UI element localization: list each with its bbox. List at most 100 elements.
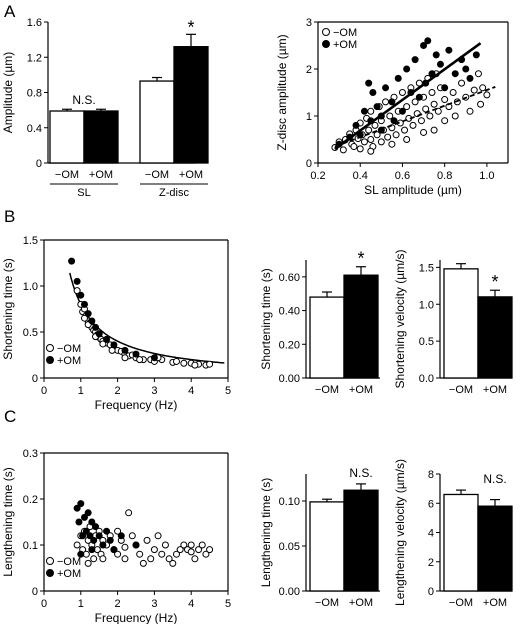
y-axis-label: Amplitude (µm) <box>1 52 15 134</box>
data-point <box>382 98 390 106</box>
data-point <box>136 550 144 558</box>
y-axis-label: Z-disc amplitude (µm) <box>275 34 289 150</box>
data-point <box>143 536 151 544</box>
significance-annotation: * <box>491 272 498 292</box>
data-point <box>82 527 90 535</box>
data-point <box>121 346 129 354</box>
data-point <box>73 277 81 285</box>
bar <box>477 296 513 379</box>
data-point <box>352 121 360 129</box>
data-point <box>441 117 449 125</box>
data-point <box>198 541 206 549</box>
y-tick-label: 0.8 <box>27 88 42 100</box>
y-tick-label: 0.5 <box>419 336 434 348</box>
y-tick-label: 1.5 <box>419 262 434 274</box>
data-point <box>420 128 428 136</box>
x-tick-label: 3 <box>151 385 157 397</box>
bar <box>309 296 345 379</box>
bar-category-label: −OM <box>315 384 339 396</box>
data-point <box>388 140 396 148</box>
significance-annotation: N.S. <box>349 466 372 480</box>
bar-category-label: +OM <box>179 169 203 181</box>
y-axis-label: Shortening velocity (µm/s) <box>393 250 407 389</box>
data-point <box>172 357 180 365</box>
data-point <box>445 46 453 54</box>
data-point <box>350 143 358 151</box>
legend-marker <box>46 557 54 565</box>
x-tick-label: 1.0 <box>479 170 494 182</box>
data-point <box>403 136 411 143</box>
y-tick-label: 0.00 <box>279 373 300 385</box>
data-point <box>84 509 92 517</box>
x-tick-label: 2 <box>115 598 121 610</box>
legend-marker <box>46 569 54 577</box>
data-point <box>403 103 411 111</box>
panel-label-c: C <box>4 407 16 426</box>
data-point <box>367 147 375 155</box>
legend-label: +OM <box>57 355 81 367</box>
data-point <box>449 89 457 96</box>
bar <box>443 268 479 379</box>
y-tick-label: 0.0 <box>419 373 434 385</box>
legend-label: +OM <box>57 568 81 580</box>
y-axis-label: Lengthening velocity (µm/s) <box>393 459 407 606</box>
x-tick-label: 5 <box>225 598 231 610</box>
data-point <box>114 527 122 535</box>
data-point <box>139 559 147 567</box>
bar <box>343 489 379 592</box>
data-point <box>411 98 419 106</box>
y-tick-label: 0 <box>32 586 38 598</box>
data-point <box>398 89 406 96</box>
data-point <box>99 541 107 549</box>
y-tick-label: 1.0 <box>23 281 38 293</box>
data-point <box>88 546 96 554</box>
data-point <box>80 513 88 521</box>
y-tick-label: 0.20 <box>279 339 300 351</box>
y-tick-label: 0.05 <box>279 541 300 553</box>
data-point <box>80 300 88 308</box>
data-point <box>73 287 81 295</box>
data-point <box>132 541 140 549</box>
data-point <box>180 359 188 367</box>
data-point <box>441 96 449 104</box>
y-tick-label: 0.3 <box>23 448 38 460</box>
y-tick-label: 0.40 <box>279 306 300 318</box>
data-point <box>436 60 444 68</box>
data-point <box>114 550 122 558</box>
data-point <box>451 70 459 78</box>
data-point <box>392 131 400 139</box>
bar <box>49 110 85 164</box>
legend-label: −OM <box>57 556 81 568</box>
data-point <box>68 257 76 265</box>
data-point <box>206 360 214 368</box>
data-point <box>367 136 375 143</box>
data-point <box>434 107 442 115</box>
y-tick-label: 2 <box>306 64 312 76</box>
data-point <box>195 546 203 554</box>
data-point <box>403 65 411 73</box>
data-point <box>411 56 419 64</box>
data-point <box>477 100 485 108</box>
data-point <box>430 126 438 134</box>
y-tick-label: 0.4 <box>27 123 42 135</box>
data-point <box>86 532 94 540</box>
y-tick-label: 2 <box>428 557 434 569</box>
y-tick-label: 8 <box>428 469 434 481</box>
data-point <box>377 138 385 146</box>
regression-line <box>334 42 482 150</box>
data-point <box>121 543 129 551</box>
x-axis-label: Frequency (Hz) <box>95 398 178 412</box>
data-point <box>360 107 368 115</box>
data-point <box>384 133 392 141</box>
data-point <box>432 51 440 59</box>
data-point <box>373 103 381 111</box>
bar <box>309 501 345 592</box>
data-point <box>121 354 129 362</box>
data-point <box>77 500 85 508</box>
data-point <box>458 79 466 87</box>
data-point <box>136 356 144 364</box>
data-point <box>479 84 487 92</box>
x-tick-label: 3 <box>151 598 157 610</box>
data-point <box>90 536 98 544</box>
group-label: Z-disc <box>159 187 189 199</box>
